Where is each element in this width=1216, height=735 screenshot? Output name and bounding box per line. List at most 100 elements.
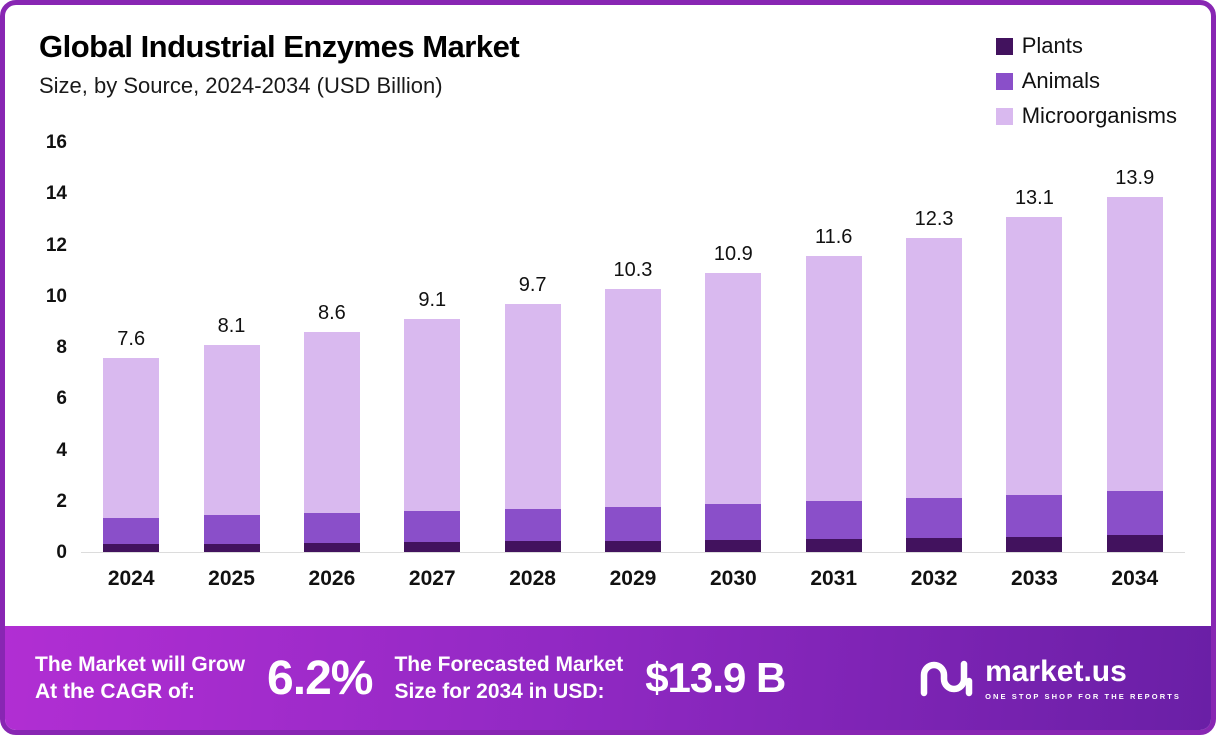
bar-total-label: 12.3: [914, 207, 954, 230]
bar-segment-animals: [103, 517, 160, 545]
bar-stack: [504, 304, 561, 552]
bar-stack: [805, 255, 862, 552]
bar-stack: [604, 288, 661, 552]
bar-group: 10.9: [683, 143, 783, 552]
x-axis-label: 2030: [709, 567, 757, 590]
legend-label: Plants: [1021, 33, 1083, 58]
bar-segment-microorganisms: [103, 357, 160, 518]
bar-total-label: 8.1: [217, 314, 246, 337]
bar-total-label: 13.9: [1115, 166, 1155, 189]
bar-total-label: 10.3: [613, 258, 653, 281]
forecast-value: $13.9 B: [645, 654, 786, 701]
bar-segment-animals: [805, 500, 862, 539]
cagr-label: The Market will Grow At the CAGR of:: [35, 653, 246, 703]
y-axis-tick: 6: [56, 388, 67, 410]
x-axis-label: 2026: [308, 567, 356, 590]
x-axis-label: 2024: [107, 567, 155, 590]
bar-total-label: 9.1: [418, 289, 447, 312]
forecast-label: The Forecasted Market Size for 2034 in U…: [394, 653, 624, 703]
legend-item-microorganisms: Microorganisms: [995, 103, 1177, 129]
bar-segment-animals: [203, 515, 260, 544]
legend-swatch: [995, 107, 1013, 125]
bar-group: 9.7: [482, 143, 582, 552]
bar-segment-microorganisms: [1106, 196, 1163, 491]
legend: Plants Animals Microorganisms: [995, 29, 1177, 129]
bar-segment-microorganisms: [805, 255, 862, 501]
bar-segment-animals: [705, 503, 762, 540]
bar-total-label: 10.9: [713, 243, 753, 266]
bar-stack: [404, 319, 461, 552]
bar-segment-microorganisms: [1006, 217, 1063, 495]
brand-name: market.us: [985, 655, 1127, 688]
plot-row: 0 2 4 6 8 10 12 14 16 7.6 8.1 8.6 9.1 9.7 10.3 10.9 11.…: [21, 132, 1185, 563]
marketus-logo-icon: [920, 660, 973, 697]
bar-total-label: 8.6: [317, 302, 346, 325]
bar-group: 7.6: [81, 143, 181, 552]
bar-segment-plants: [1006, 536, 1063, 552]
x-axis-label: 2028: [509, 567, 556, 590]
bar-group: 8.6: [282, 143, 382, 552]
bar-group: 13.9: [1085, 143, 1185, 552]
marketus-brand: market.us ONE STOP SHOP FOR THE REPORTS: [917, 655, 1181, 701]
bar-group: 8.1: [181, 143, 281, 552]
bar-segment-animals: [504, 509, 561, 542]
bar-segment-plants: [303, 542, 360, 552]
legend-label: Animals: [1021, 68, 1100, 93]
bar-segment-plants: [203, 543, 260, 552]
chart-header: Global Industrial Enzymes Market Size, b…: [5, 5, 1211, 129]
bar-stack: [1006, 217, 1063, 552]
legend-label: Microorganisms: [1021, 103, 1177, 128]
bar-stack: [303, 332, 360, 552]
page-title: Global Industrial Enzymes Market: [39, 29, 520, 64]
bar-segment-microorganisms: [203, 344, 260, 516]
bar-segment-microorganisms: [504, 304, 561, 510]
bar-group: 11.6: [784, 143, 884, 552]
bar-segment-animals: [1106, 490, 1163, 536]
page-subtitle: Size, by Source, 2024-2034 (USD Billion): [39, 73, 443, 98]
bar-group: 10.3: [583, 143, 683, 552]
bar-stack: [103, 357, 160, 552]
x-labels: 2024 2025 2026 2027 2028 2029 2030 2031 2032 2033…: [81, 553, 1185, 601]
bar-segment-plants: [906, 537, 963, 552]
y-axis-tick: 4: [56, 439, 67, 461]
bar-total-label: 13.1: [1014, 187, 1054, 210]
brand-text: market.us ONE STOP SHOP FOR THE REPORTS: [985, 655, 1181, 701]
bar-stack: [906, 237, 963, 552]
legend-swatch: [995, 37, 1013, 55]
brand-tagline: ONE STOP SHOP FOR THE REPORTS: [985, 692, 1181, 701]
legend-swatch: [995, 72, 1013, 90]
bar-segment-microorganisms: [705, 273, 762, 504]
bar-segment-plants: [705, 539, 762, 552]
bar-segment-animals: [404, 511, 461, 543]
bar-segment-animals: [604, 506, 661, 541]
x-axis-label: 2033: [1011, 567, 1058, 590]
y-axis-tick: 12: [45, 234, 67, 256]
bar-stack: [203, 344, 260, 552]
legend-item-animals: Animals: [995, 68, 1177, 94]
bar-stack: [1106, 196, 1163, 552]
bar-segment-plants: [604, 540, 661, 552]
chart-area: 0 2 4 6 8 10 12 14 16 7.6 8.1 8.6 9.1 9.7 10.3 10.9 11.…: [5, 129, 1211, 626]
x-axis-label: 2034: [1111, 567, 1159, 590]
legend-item-plants: Plants: [995, 33, 1177, 59]
bar-total-label: 9.7: [518, 274, 547, 297]
y-axis-tick: 0: [56, 542, 67, 563]
bar-segment-microorganisms: [604, 288, 661, 507]
bar-segment-animals: [303, 513, 360, 543]
bar-group: 12.3: [884, 143, 984, 552]
cagr-value: 6.2%: [267, 651, 373, 705]
bar-group: 13.1: [984, 143, 1084, 552]
bar-group: 9.1: [382, 143, 482, 552]
y-axis-tick: 2: [56, 490, 67, 512]
y-axis: 0 2 4 6 8 10 12 14 16: [21, 132, 81, 563]
bar-segment-plants: [1106, 535, 1163, 552]
bar-segment-plants: [103, 544, 160, 552]
x-axis-label: 2029: [609, 567, 657, 590]
y-axis-tick: 16: [45, 132, 67, 153]
bar-segment-animals: [1006, 494, 1063, 537]
bar-total-label: 11.6: [814, 225, 853, 248]
x-axis-label: 2031: [810, 567, 858, 590]
bar-segment-microorganisms: [404, 319, 461, 512]
chart-titles: Global Industrial Enzymes Market Size, b…: [39, 29, 520, 129]
